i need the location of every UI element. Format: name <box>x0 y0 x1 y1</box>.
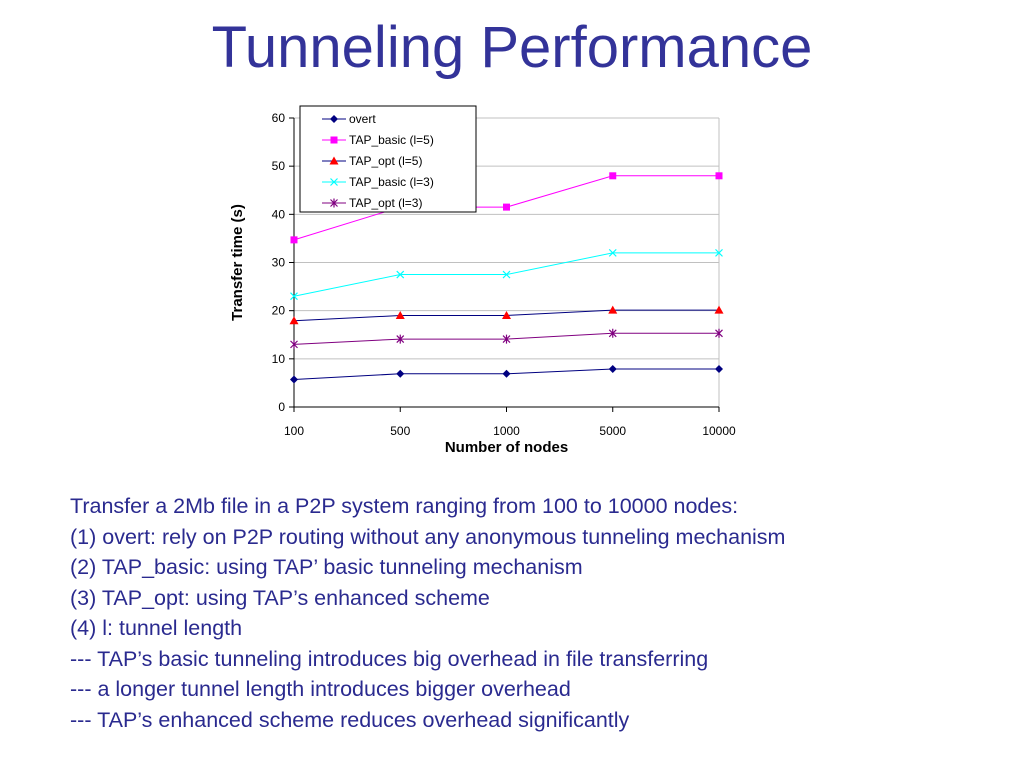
description-text: Transfer a 2Mb file in a P2P system rang… <box>70 491 1000 735</box>
data-point <box>330 198 338 208</box>
description-line: (1) overt: rely on P2P routing without a… <box>70 524 786 549</box>
slide-title: Tunneling Performance <box>211 15 813 80</box>
data-point <box>502 310 511 319</box>
description-line: (3) TAP_opt: using TAP’s enhanced scheme <box>70 585 490 610</box>
series <box>289 305 724 325</box>
description-line: --- TAP’s basic tunneling introduces big… <box>70 646 709 671</box>
description-line: (4) l: tunnel length <box>70 616 243 640</box>
x-tick-label: 500 <box>390 424 410 438</box>
data-point <box>290 236 298 244</box>
data-point <box>330 136 338 144</box>
data-point <box>396 334 405 344</box>
legend-item: TAP_opt (l=3) <box>322 196 422 210</box>
y-tick-label: 40 <box>272 207 286 221</box>
description-line: (2) TAP_basic: using TAP’ basic tunnelin… <box>70 555 583 579</box>
y-tick-label: 20 <box>272 304 286 318</box>
data-point <box>329 156 339 165</box>
x-tick-label: 1000 <box>493 424 520 438</box>
data-point <box>714 305 724 314</box>
series <box>290 248 723 301</box>
y-tick-label: 10 <box>272 352 286 366</box>
data-point <box>608 328 617 338</box>
data-point <box>609 172 617 180</box>
legend-label: TAP_basic (l=3) <box>349 175 434 189</box>
line-chart: 0 10 20 30 40 50 60 100 500 1000 5000 10000 overt TA… <box>229 105 736 456</box>
legend-item: overt <box>322 112 376 126</box>
legend-item: TAP_basic (l=3) <box>322 175 434 189</box>
x-tick-label: 100 <box>284 424 304 438</box>
data-point <box>396 369 405 378</box>
y-tick-label: 60 <box>272 111 286 125</box>
data-point <box>330 115 338 123</box>
description-line: --- a longer tunnel length introduces bi… <box>70 677 571 701</box>
axes: 0 10 20 30 40 50 60 100 500 1000 5000 10000 <box>272 111 736 438</box>
legend-item: TAP_basic (l=5) <box>322 133 434 147</box>
data-point <box>715 328 723 338</box>
y-axis-title: Transfer time (s) <box>229 204 246 321</box>
x-axis-title: Number of nodes <box>445 439 568 456</box>
data-point <box>715 172 723 180</box>
y-tick-label: 0 <box>278 400 285 414</box>
data-point <box>290 292 298 301</box>
x-tick-label: 5000 <box>599 424 626 438</box>
x-tick-label: 10000 <box>702 424 736 438</box>
series <box>290 364 723 384</box>
legend: overt TAP_basic (l=5) TAP_opt (l=5) TAP_bas… <box>299 105 477 213</box>
legend-box <box>299 105 477 213</box>
data-point <box>608 364 617 373</box>
data-point <box>715 248 723 257</box>
legend-label: TAP_opt (l=3) <box>349 196 422 210</box>
data-point <box>290 375 298 384</box>
data-point <box>608 248 617 257</box>
description-line: --- TAP’s enhanced scheme reduces overhe… <box>70 707 630 732</box>
data-point <box>503 203 510 211</box>
description-line: Transfer a 2Mb file in a P2P system rang… <box>70 494 739 518</box>
data-point <box>395 310 405 319</box>
legend-item: TAP_opt (l=5) <box>322 154 422 168</box>
legend-label: TAP_basic (l=5) <box>349 133 434 147</box>
y-tick-label: 50 <box>272 159 286 173</box>
data-point <box>396 270 405 279</box>
data-point <box>330 178 338 186</box>
data-point <box>715 364 723 373</box>
data-point <box>289 316 299 325</box>
legend-label: TAP_opt (l=5) <box>349 154 422 168</box>
y-tick-label: 30 <box>272 256 286 270</box>
data-point <box>290 339 298 349</box>
legend-label: overt <box>349 112 376 126</box>
data-point <box>502 270 511 279</box>
data-point <box>502 334 511 344</box>
series <box>290 328 723 349</box>
data-point <box>608 305 618 314</box>
data-point <box>502 369 511 378</box>
